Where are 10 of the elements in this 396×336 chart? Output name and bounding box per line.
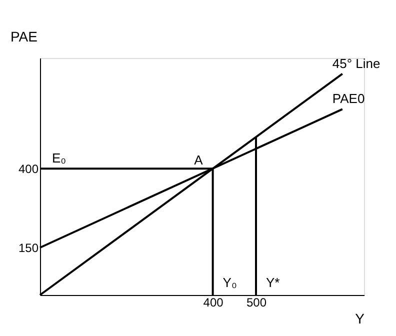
annotation: Y₀ [222, 275, 237, 290]
y-tick-label: 150 [18, 241, 39, 256]
series-label: 45° Line [332, 56, 380, 71]
x-axis-title: Y [355, 310, 366, 326]
series-label: PAE0 [332, 91, 365, 106]
annotation: Y* [266, 275, 280, 290]
annotation: A [194, 152, 204, 168]
x-tick-label: 500 [246, 296, 267, 310]
annotation: E₀ [52, 150, 66, 166]
y-axis-title: PAE [10, 28, 38, 44]
